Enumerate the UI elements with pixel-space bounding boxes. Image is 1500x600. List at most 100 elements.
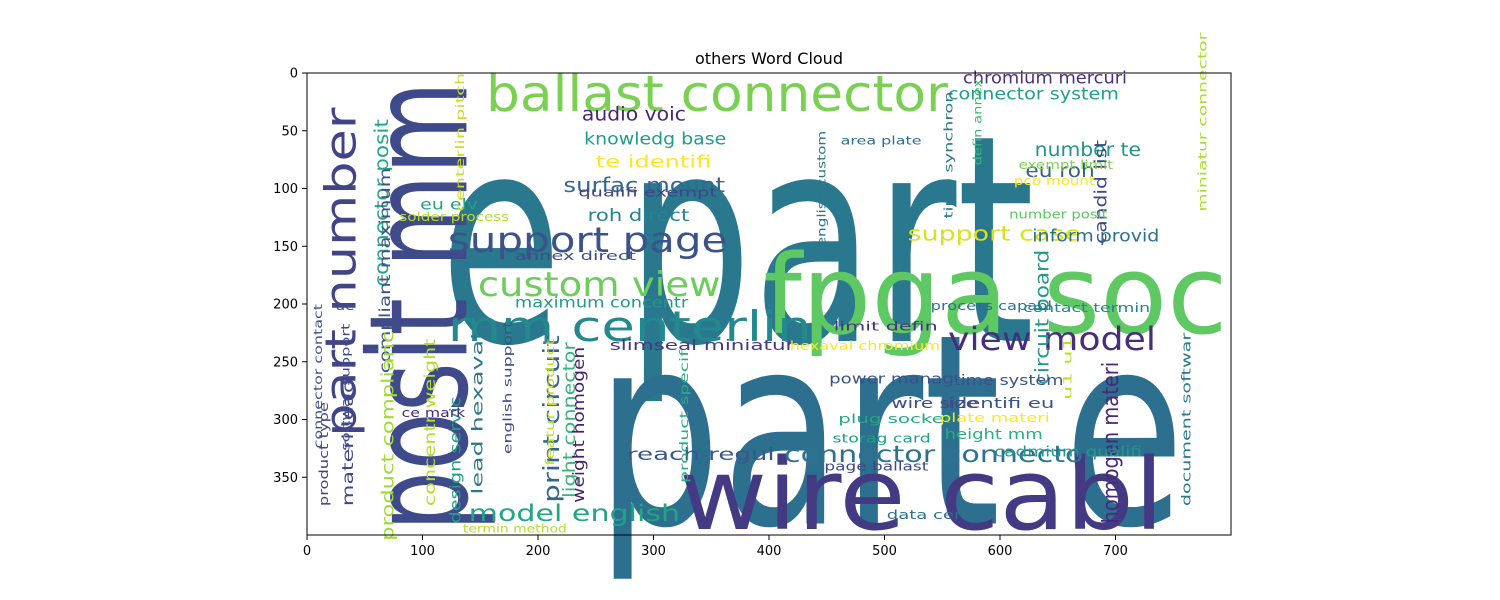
word-custom-view: custom view (478, 265, 721, 304)
word-homogen-materi: homogen materi (1099, 362, 1124, 524)
word-connector-posit: connector posit (372, 119, 393, 287)
word-candid-list: candid list (1091, 140, 1111, 244)
x-tick-label: 500 (872, 544, 897, 559)
word-annex-direct: annex direct (515, 248, 636, 263)
y-tick-label: 200 (273, 298, 298, 313)
y-tick-label: 0 (290, 67, 298, 82)
plot-background (307, 73, 1231, 535)
word-termin-method: termin method (463, 522, 567, 536)
y-tick-label: 300 (273, 413, 298, 428)
word-time-system: time system (954, 373, 1064, 389)
word-solder-process: solder process (399, 209, 509, 224)
word-eu-roh: eu roh (1025, 161, 1094, 182)
word-storag-card: storag card (833, 431, 931, 446)
word-hexaval-chromium: hexaval chromium (790, 338, 940, 353)
word-product-type: product type (316, 402, 331, 506)
word-wire-size: wire size (891, 396, 978, 412)
word-limit-defin: limit defin (834, 319, 938, 334)
word-slimseal-miniatur: slimseal miniatur (610, 338, 795, 354)
word-posit-mm: posit mm (340, 81, 499, 531)
word-document-softwar: document softwar (1179, 332, 1194, 506)
word-page-ballast: page ballast (824, 458, 928, 473)
word-circuit-board: circuit board (1033, 250, 1054, 385)
x-tick-label: 400 (757, 544, 782, 559)
word-centerlin-pitch: centerlin pitch (453, 73, 467, 212)
word-plate-materi: plate materi (940, 410, 1050, 425)
word-maximum-concentr: maximum concentr (515, 294, 689, 312)
x-tick-label: 700 (1103, 544, 1128, 559)
word-english-custom: english custom (815, 131, 829, 247)
word-inform-provid: inform provid (1032, 227, 1159, 247)
word-connector-system: connector system (948, 85, 1119, 105)
word-mm-centerlin: mm centerlin (448, 302, 812, 351)
y-tick-label: 150 (273, 240, 298, 255)
word-audio-voic: audio voic (582, 104, 686, 125)
word-ae: ae (336, 298, 355, 313)
word-number-te: number te (1035, 140, 1141, 161)
word-product-complianc: product complianc (379, 331, 399, 541)
word-plug-socket: plug socket (838, 411, 951, 426)
word-surfac-mount: surfac mount (563, 173, 725, 197)
word-product-specif: product specif (677, 349, 691, 483)
chart-title: others Word Cloud (695, 49, 843, 68)
x-tick-label: 600 (988, 544, 1013, 559)
word-miniatur-connector: miniatur connector (1196, 32, 1210, 211)
word-identifi-eu: identifi eu (948, 396, 1054, 412)
word-knowledg-base: knowledg base (584, 130, 726, 150)
word-contact-termin: contact termin (1023, 300, 1150, 315)
word-part-number: part number (317, 107, 367, 437)
x-tick-label: 200 (526, 544, 551, 559)
x-axis: 0 100 200 300 400 500 600 700 (303, 535, 1128, 559)
word-weight-homogen: weight homogen (569, 347, 588, 503)
x-tick-label: 100 (410, 544, 435, 559)
word-concentr-weight: concentr weight (421, 338, 439, 506)
word-design-servic: design servic (447, 397, 465, 524)
word-fpga-soc: fpga soc (763, 231, 1227, 359)
word-exempt-limit: exempt limit (1019, 157, 1114, 172)
word-u1-u1: u1 u1 (1061, 336, 1075, 400)
word-defin-annex: defin annex (971, 79, 985, 166)
word-lead-hexaval: lead hexaval (469, 333, 487, 495)
word-connector-contact: connector contact (311, 303, 325, 448)
word-roh-direct: roh direct (588, 206, 690, 226)
word-support-case: support case (908, 222, 1081, 246)
x-tick-label: 0 (303, 544, 311, 559)
word-e-part: e part (440, 74, 1035, 410)
word-time-synchron: time synchron (942, 91, 956, 218)
word-print-circuit: print circuit (540, 335, 565, 503)
word-eu-elv: eu elv (420, 195, 478, 213)
word-featur-product: featur product (543, 338, 557, 466)
word-support-page: support page (448, 221, 728, 261)
word-compliant-maximum: compliant maximum (376, 168, 394, 374)
word-number-posit: number posit (1009, 207, 1107, 222)
word-area-plate: area plate (841, 134, 922, 148)
y-tick-label: 350 (273, 471, 298, 486)
word-pcb-mount: pcb mount (1014, 173, 1095, 188)
y-axis: 0 50 100 150 200 250 300 350 (273, 67, 307, 486)
x-tick-label: 300 (641, 544, 666, 559)
word-materi-lead: materi lead (339, 379, 357, 506)
y-tick-label: 250 (273, 355, 298, 370)
word-model-english: model english (469, 501, 680, 527)
word-te-identifi: te identifi (596, 153, 712, 173)
word-light-connector: light connector (560, 341, 580, 498)
word-reach-regul: reach regul (627, 445, 775, 465)
word-cadmium-qualifi: cadmium qualifi (994, 445, 1142, 461)
word-qualifi-exempt: qualifi exempt (578, 185, 717, 200)
word-ballast-connector: ballast connector (486, 65, 949, 123)
y-tick-label: 50 (281, 124, 298, 139)
word-wire-cabl: wire cabl (679, 438, 1164, 553)
word-height-mm: height mm (945, 427, 1043, 443)
word-data-center: data center (887, 507, 992, 522)
word-power-manag: power manag (829, 372, 954, 388)
word-process-capabl: process capabl (931, 298, 1052, 313)
word-softwar-support: softwar support (339, 323, 353, 451)
y-tick-label: 100 (273, 182, 298, 197)
word-connector-connector: connector connector (784, 442, 1097, 468)
word-english-support: english support (500, 321, 514, 454)
word-view-model: view model (948, 320, 1156, 358)
word-ce-mark: ce mark (402, 405, 466, 420)
